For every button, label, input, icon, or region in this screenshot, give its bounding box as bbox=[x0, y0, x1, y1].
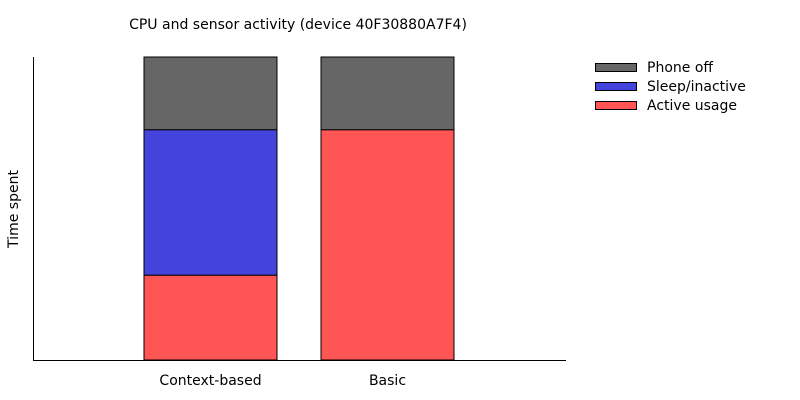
legend-item: Sleep/inactive bbox=[595, 77, 746, 96]
legend-swatch bbox=[595, 101, 637, 110]
bar-segment-active-usage-context-based bbox=[143, 274, 278, 361]
legend-item: Phone off bbox=[595, 58, 746, 77]
x-tick-label: Basic bbox=[369, 373, 406, 389]
bar-segment-sleep-inactive-context-based bbox=[143, 129, 278, 276]
bar-segment-phone-off-basic bbox=[320, 56, 455, 131]
bar-segment-active-usage-basic bbox=[320, 129, 455, 361]
x-tick-label: Context-based bbox=[159, 373, 261, 389]
bar-segment-phone-off-context-based bbox=[143, 56, 278, 131]
legend-swatch bbox=[595, 63, 637, 72]
legend: Phone off Sleep/inactive Active usage bbox=[595, 58, 746, 115]
legend-label: Phone off bbox=[647, 59, 714, 76]
legend-label: Active usage bbox=[647, 97, 738, 114]
y-axis-label: Time spent bbox=[6, 170, 22, 248]
legend-item: Active usage bbox=[595, 96, 746, 115]
chart-title: CPU and sensor activity (device 40F30880… bbox=[129, 17, 467, 33]
legend-swatch bbox=[595, 82, 637, 91]
legend-label: Sleep/inactive bbox=[647, 78, 746, 95]
